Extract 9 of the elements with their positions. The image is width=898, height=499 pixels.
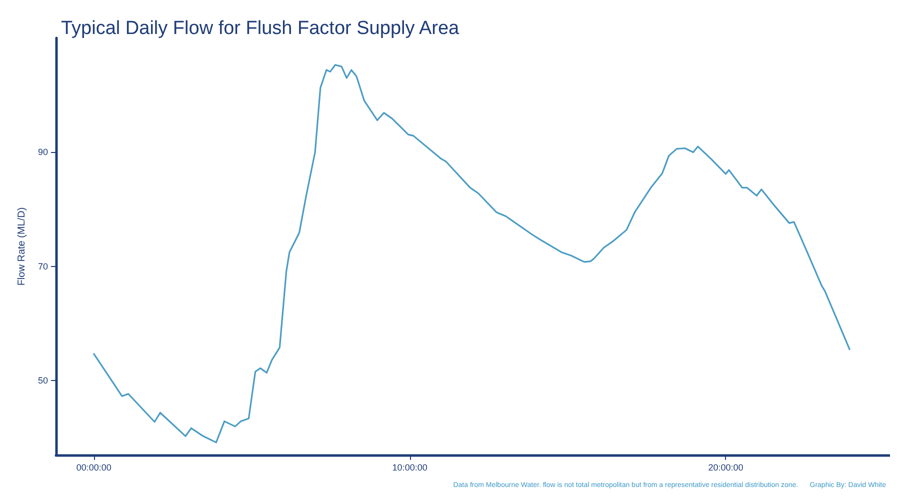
y-axis-title: Flow Rate (ML/D) bbox=[16, 207, 28, 286]
y-tick-label: 50 bbox=[38, 376, 48, 386]
y-tick-label: 70 bbox=[38, 261, 48, 272]
line-series bbox=[93, 64, 850, 444]
x-tick-label: 00:00:00 bbox=[76, 462, 112, 472]
x-tick-label: 10:00:00 bbox=[392, 462, 428, 472]
x-tick-label: 20:00:00 bbox=[708, 462, 744, 472]
chart-title: Typical Daily Flow for Flush Factor Supply Area bbox=[61, 18, 460, 39]
y-tick-label: 90 bbox=[38, 147, 48, 158]
